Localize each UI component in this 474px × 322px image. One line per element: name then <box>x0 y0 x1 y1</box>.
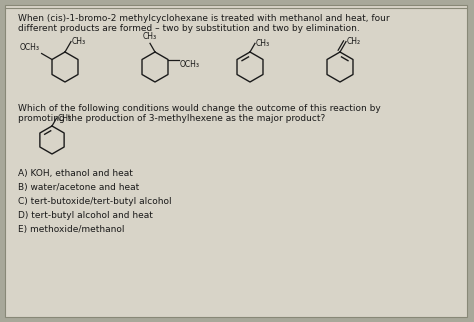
Text: B) water/acetone and heat: B) water/acetone and heat <box>18 183 139 192</box>
Text: CH₃: CH₃ <box>143 32 157 41</box>
Text: E) methoxide/methanol: E) methoxide/methanol <box>18 225 125 234</box>
Text: CH₂: CH₂ <box>347 37 361 46</box>
Text: OCH₃: OCH₃ <box>180 60 200 69</box>
Text: different products are formed – two by substitution and two by elimination.: different products are formed – two by s… <box>18 24 360 33</box>
Text: CH₃: CH₃ <box>57 114 72 123</box>
Text: promoting the production of 3-methylhexene as the major product?: promoting the production of 3-methylhexe… <box>18 114 325 123</box>
Text: Which of the following conditions would change the outcome of this reaction by: Which of the following conditions would … <box>18 104 381 113</box>
Text: A) KOH, ethanol and heat: A) KOH, ethanol and heat <box>18 169 133 178</box>
Text: OCH₃: OCH₃ <box>19 43 40 52</box>
Text: D) tert-butyl alcohol and heat: D) tert-butyl alcohol and heat <box>18 211 153 220</box>
FancyBboxPatch shape <box>5 5 467 317</box>
Text: When (cis)-1-bromo-2 methylcyclohexane is treated with methanol and heat, four: When (cis)-1-bromo-2 methylcyclohexane i… <box>18 14 390 23</box>
Text: CH₃: CH₃ <box>256 39 270 48</box>
Text: CH₃: CH₃ <box>72 37 86 46</box>
Text: C) tert-butoxide/tert-butyl alcohol: C) tert-butoxide/tert-butyl alcohol <box>18 197 172 206</box>
